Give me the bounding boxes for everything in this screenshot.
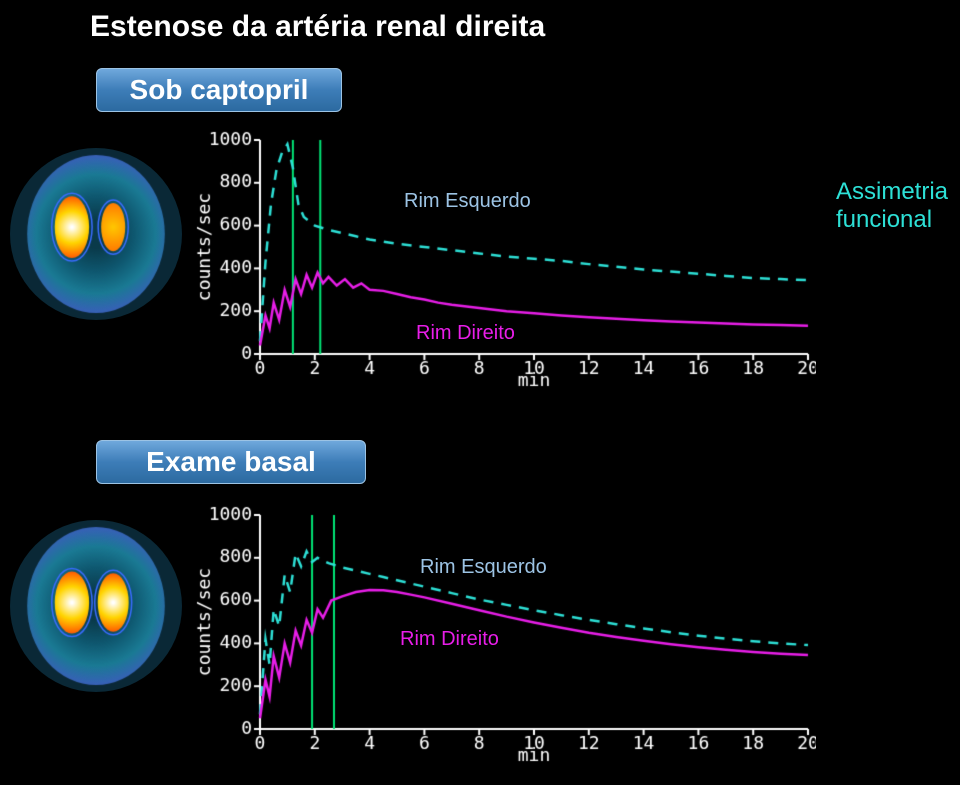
label-rim-esquerdo-bottom: Rim Esquerdo	[420, 556, 547, 579]
scan-image-bottom	[10, 520, 182, 692]
scan-canvas-top	[10, 148, 182, 320]
side-label-line1: Assimetria	[836, 178, 948, 206]
label-rim-esquerdo-top: Rim Esquerdo	[404, 190, 531, 213]
label-rim-direito-top: Rim Direito	[416, 322, 515, 345]
scan-image-top	[10, 148, 182, 320]
banner-bottom-label: Exame basal	[146, 446, 316, 478]
chart-canvas-bottom	[196, 505, 816, 765]
scan-canvas-bottom	[10, 520, 182, 692]
banner-top-label: Sob captopril	[130, 74, 309, 106]
renogram-chart-basal	[196, 505, 816, 765]
side-label-line2: funcional	[836, 206, 948, 234]
renogram-chart-captopril	[196, 130, 816, 390]
page-title: Estenose da artéria renal direita	[90, 10, 545, 44]
banner-exame-basal: Exame basal	[96, 440, 366, 484]
label-rim-direito-bottom: Rim Direito	[400, 628, 499, 651]
label-assimetria-funcional: Assimetria funcional	[836, 178, 948, 234]
chart-canvas-top	[196, 130, 816, 390]
banner-sob-captopril: Sob captopril	[96, 68, 342, 112]
